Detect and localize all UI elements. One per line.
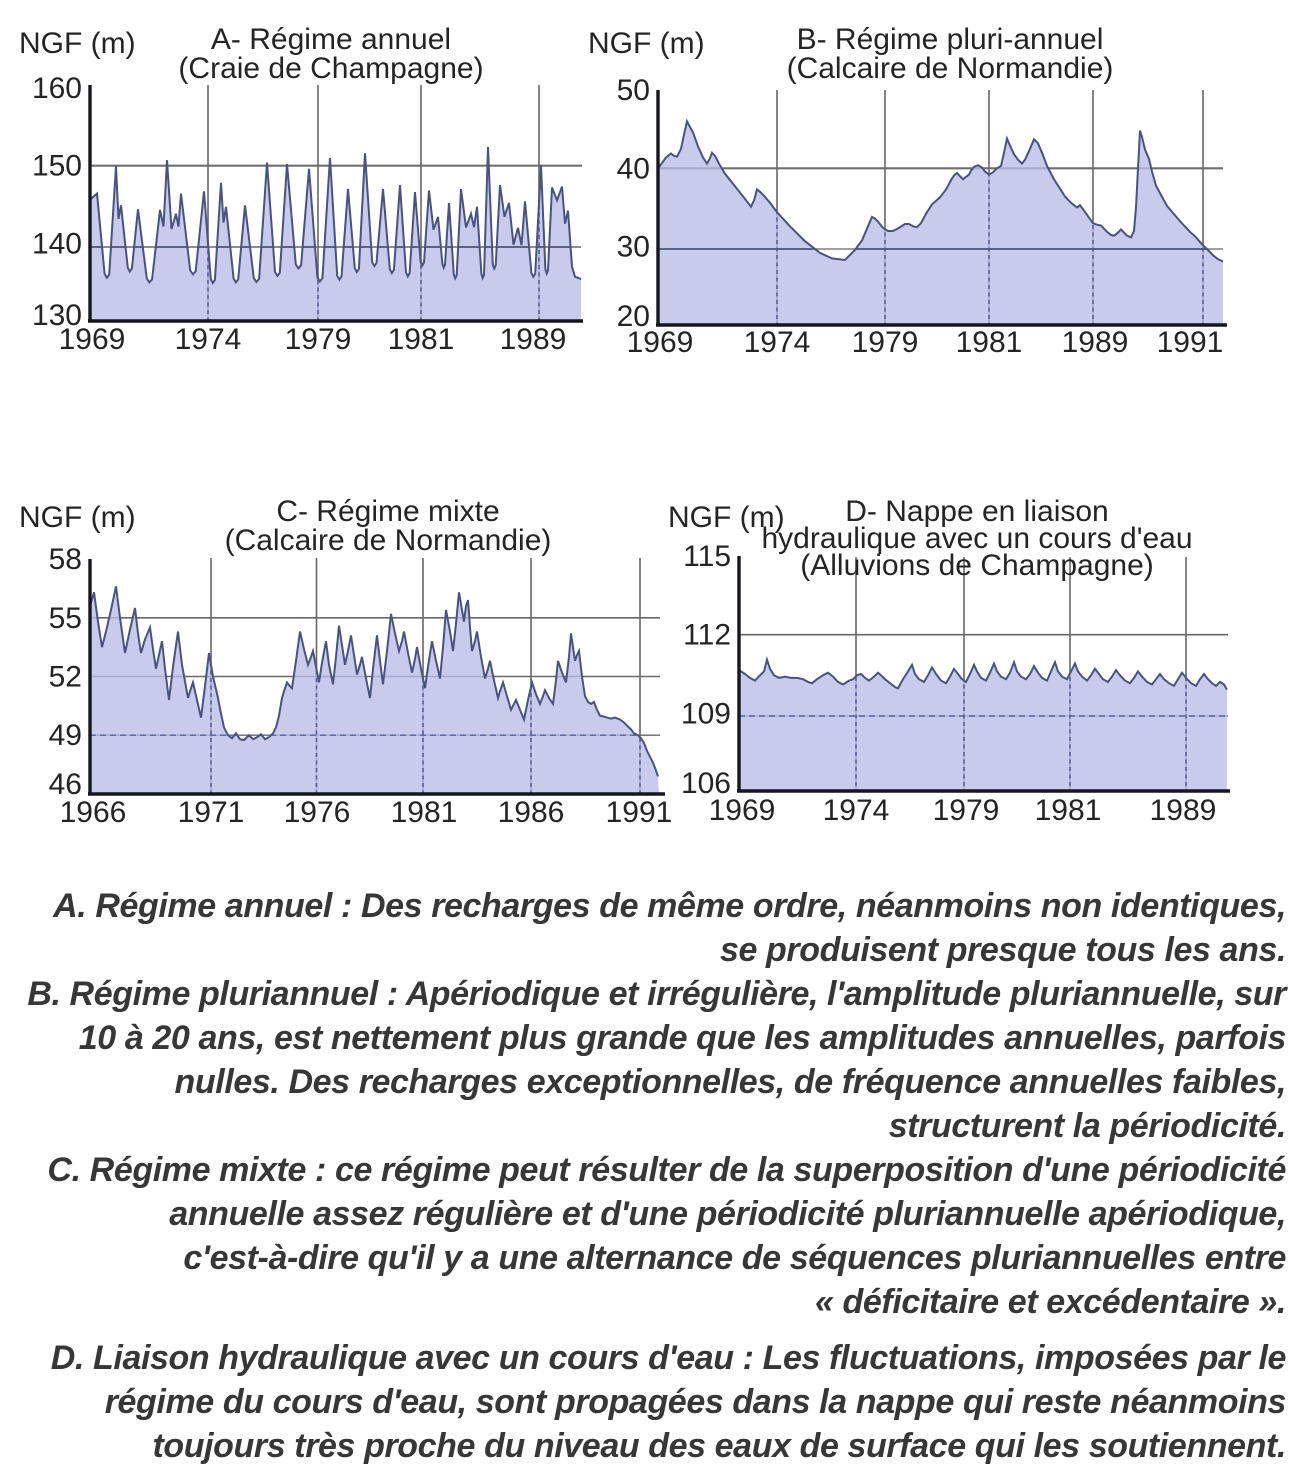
- svg-text:1976: 1976: [284, 796, 351, 829]
- svg-text:D- Nappe en liaison: D- Nappe en liaison: [845, 495, 1108, 528]
- svg-text:30: 30: [617, 231, 650, 264]
- svg-text:1974: 1974: [744, 326, 811, 359]
- svg-text:1981: 1981: [388, 323, 455, 356]
- svg-text:1981: 1981: [391, 796, 458, 829]
- svg-text:109: 109: [681, 697, 731, 730]
- svg-text:1989: 1989: [1062, 326, 1129, 359]
- svg-text:1991: 1991: [606, 796, 673, 829]
- svg-text:NGF (m): NGF (m): [19, 501, 136, 534]
- svg-text:1974: 1974: [175, 323, 242, 356]
- svg-text:50: 50: [617, 74, 650, 107]
- svg-text:1969: 1969: [627, 326, 694, 359]
- svg-text:1966: 1966: [60, 796, 127, 829]
- svg-text:(Calcaire de Normandie): (Calcaire de Normandie): [787, 52, 1114, 85]
- svg-text:hydraulique avec un cours d'ea: hydraulique avec un cours d'eau: [761, 522, 1192, 555]
- svg-text:112: 112: [683, 619, 731, 652]
- svg-text:106: 106: [681, 767, 731, 800]
- svg-text:40: 40: [617, 152, 650, 185]
- svg-text:150: 150: [32, 150, 82, 183]
- svg-text:1981: 1981: [956, 326, 1023, 359]
- svg-text:130: 130: [32, 299, 82, 332]
- svg-text:B- Régime pluri-annuel: B- Régime pluri-annuel: [797, 23, 1104, 56]
- svg-text:52: 52: [49, 661, 82, 694]
- svg-text:1969: 1969: [59, 323, 126, 356]
- svg-text:(Craie de Champagne): (Craie de Champagne): [178, 52, 483, 85]
- svg-text:115: 115: [683, 540, 731, 573]
- svg-text:1989: 1989: [500, 323, 567, 356]
- svg-text:20: 20: [617, 300, 650, 333]
- svg-text:1989: 1989: [1150, 794, 1217, 827]
- svg-text:1986: 1986: [498, 796, 565, 829]
- svg-text:1979: 1979: [933, 794, 1000, 827]
- svg-text:140: 140: [32, 227, 82, 260]
- svg-text:58: 58: [49, 543, 82, 576]
- svg-text:(Calcaire de Normandie): (Calcaire de Normandie): [225, 524, 552, 557]
- svg-text:1971: 1971: [178, 796, 245, 829]
- svg-text:49: 49: [49, 719, 82, 752]
- svg-text:NGF (m): NGF (m): [19, 27, 136, 60]
- svg-text:1981: 1981: [1035, 794, 1102, 827]
- svg-text:1979: 1979: [285, 323, 352, 356]
- svg-text:1979: 1979: [852, 326, 919, 359]
- svg-text:NGF (m): NGF (m): [668, 501, 785, 534]
- svg-text:NGF (m): NGF (m): [588, 27, 705, 60]
- svg-text:160: 160: [32, 72, 82, 105]
- svg-text:C- Régime mixte: C- Régime mixte: [276, 495, 499, 528]
- svg-text:55: 55: [49, 602, 82, 635]
- svg-text:46: 46: [49, 768, 82, 801]
- svg-text:1974: 1974: [823, 794, 890, 827]
- svg-text:1991: 1991: [1157, 326, 1224, 359]
- svg-text:1969: 1969: [709, 794, 776, 827]
- svg-text:(Alluvions de Champagne): (Alluvions de Champagne): [800, 549, 1154, 582]
- svg-text:A- Régime annuel: A- Régime annuel: [211, 23, 451, 56]
